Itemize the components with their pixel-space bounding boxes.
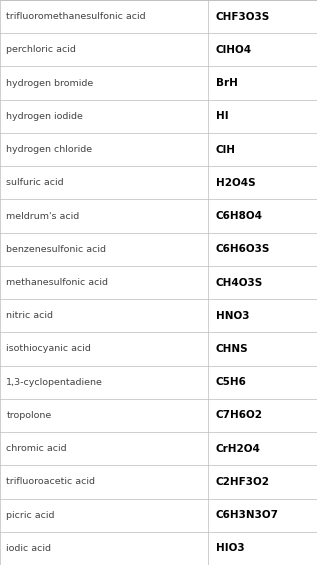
- Text: ClHO4: ClHO4: [216, 45, 252, 55]
- Text: 1,3-cyclopentadiene: 1,3-cyclopentadiene: [6, 378, 103, 386]
- Text: H2O4S: H2O4S: [216, 178, 255, 188]
- Text: HIO3: HIO3: [216, 544, 244, 553]
- Text: CH4O3S: CH4O3S: [216, 277, 263, 288]
- Text: nitric acid: nitric acid: [6, 311, 53, 320]
- Text: C7H6O2: C7H6O2: [216, 410, 262, 420]
- Text: C6H8O4: C6H8O4: [216, 211, 262, 221]
- Text: trifluoroacetic acid: trifluoroacetic acid: [6, 477, 95, 486]
- Text: BrH: BrH: [216, 78, 237, 88]
- Text: picric acid: picric acid: [6, 511, 55, 520]
- Text: chromic acid: chromic acid: [6, 444, 67, 453]
- Text: HI: HI: [216, 111, 228, 121]
- Text: iodic acid: iodic acid: [6, 544, 51, 553]
- Text: trifluoromethanesulfonic acid: trifluoromethanesulfonic acid: [6, 12, 146, 21]
- Text: meldrum's acid: meldrum's acid: [6, 211, 80, 220]
- Text: tropolone: tropolone: [6, 411, 52, 420]
- Text: sulfuric acid: sulfuric acid: [6, 179, 64, 187]
- Text: CHF3O3S: CHF3O3S: [216, 12, 270, 21]
- Text: C2HF3O2: C2HF3O2: [216, 477, 269, 487]
- Text: HNO3: HNO3: [216, 311, 249, 321]
- Text: methanesulfonic acid: methanesulfonic acid: [6, 278, 108, 287]
- Text: hydrogen iodide: hydrogen iodide: [6, 112, 83, 121]
- Text: hydrogen chloride: hydrogen chloride: [6, 145, 93, 154]
- Text: perchloric acid: perchloric acid: [6, 45, 76, 54]
- Text: C6H3N3O7: C6H3N3O7: [216, 510, 279, 520]
- Text: CHNS: CHNS: [216, 344, 248, 354]
- Text: CrH2O4: CrH2O4: [216, 444, 261, 454]
- Text: C5H6: C5H6: [216, 377, 246, 387]
- Text: benzenesulfonic acid: benzenesulfonic acid: [6, 245, 106, 254]
- Text: isothiocyanic acid: isothiocyanic acid: [6, 345, 91, 354]
- Text: hydrogen bromide: hydrogen bromide: [6, 79, 94, 88]
- Text: C6H6O3S: C6H6O3S: [216, 244, 270, 254]
- Text: ClH: ClH: [216, 145, 236, 155]
